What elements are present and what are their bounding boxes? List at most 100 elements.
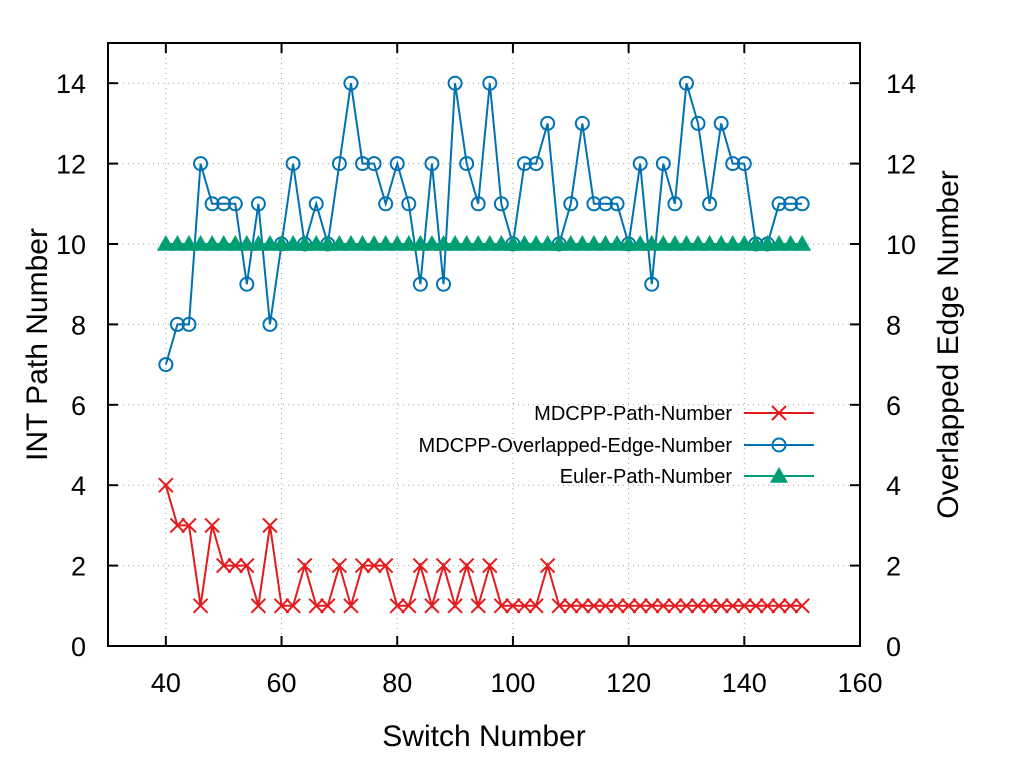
circle-marker [308,196,324,212]
x-marker [759,598,776,614]
circle-marker [771,437,787,453]
circle-marker [389,156,405,172]
x-marker [250,598,267,614]
y-tick-label: 2 [71,552,86,582]
x-marker [192,598,209,614]
triangle-marker [226,235,245,251]
y-tick-label: 8 [71,310,86,340]
x-marker [782,598,799,614]
triangle-marker [770,235,789,251]
legend-item: Euler-Path-Number [560,466,814,488]
circle-marker [713,115,729,131]
triangle-marker [318,235,337,251]
legend-label: Euler-Path-Number [560,466,733,488]
triangle-marker [538,235,557,251]
y-tick-label: 14 [56,69,86,99]
triangle-marker [631,235,650,251]
y2-tick-label: 6 [886,391,901,421]
x-marker [296,557,313,574]
triangle-marker [665,235,684,251]
x-marker [320,598,336,614]
circle-marker [702,196,718,212]
circle-marker [794,196,810,212]
triangle-marker [689,235,708,251]
x-marker [482,557,498,574]
circle-marker [771,196,787,212]
x-marker [285,598,301,614]
x-marker [586,598,602,614]
triangle-marker [642,235,661,251]
circle-marker [459,156,475,172]
triangle-marker [457,235,476,251]
triangle-marker [770,467,788,483]
x-marker [401,598,417,614]
x-marker [273,598,290,614]
x-marker [215,557,232,574]
triangle-marker [746,235,765,251]
circle-marker [227,196,243,212]
series-line [164,82,803,365]
legend-label: MDCPP-Overlapped-Edge-Number [419,435,733,457]
x-marker [447,598,463,614]
x-marker [262,517,278,534]
triangle-marker [376,235,395,251]
triangle-marker [515,235,534,251]
triangle-marker [654,235,673,251]
triangle-marker [341,235,360,251]
circle-marker [644,276,660,292]
triangle-marker [573,235,592,251]
triangle-marker [260,235,279,251]
x-marker [204,517,220,534]
x-marker [771,405,787,421]
y-tick-label: 10 [56,230,86,260]
circle-marker [597,196,613,212]
x-tick-label: 40 [151,668,181,698]
x-marker [563,598,579,614]
triangle-marker [758,235,777,251]
x-marker [505,598,521,614]
x-marker [158,477,174,493]
triangle-marker [793,235,812,251]
circle-marker [193,156,209,172]
series-mdcpp-path-number [158,477,810,614]
legend-item: MDCPP-Overlapped-Edge-Number [419,435,814,457]
x-tick-label: 60 [267,668,297,698]
triangle-marker [179,235,198,251]
x-marker [678,598,695,614]
triangle-marker [284,235,303,251]
triangle-marker [619,235,638,251]
series-mdcpp-overlapped-edge-number [158,75,810,373]
triangle-marker [584,235,603,251]
circle-marker [355,156,371,172]
x-marker [377,557,394,574]
circle-marker [204,196,220,212]
triangle-marker [723,235,742,251]
circle-marker [250,196,266,212]
triangle-marker [735,235,754,251]
triangle-marker [156,235,175,251]
circle-marker [285,156,301,172]
triangle-marker [237,235,256,251]
x-marker [169,517,186,534]
x-marker [458,557,475,574]
circle-marker [436,276,452,292]
circle-marker [655,156,671,172]
triangle-marker [781,235,800,251]
y-tick-label: 12 [56,150,86,180]
x-marker [470,598,486,614]
x-marker [343,598,359,614]
y2-tick-label: 0 [886,632,901,662]
circle-marker [783,196,799,212]
x-tick-label: 120 [606,668,651,698]
x-marker [620,598,637,614]
x-axis-label: Switch Number [382,720,585,753]
x-marker [655,598,672,614]
circle-marker [169,316,185,332]
circle-marker [678,75,694,91]
y2-tick-label: 2 [886,552,901,582]
triangle-marker [561,235,580,251]
x-marker [632,598,648,614]
series-line [164,484,803,610]
circle-marker [343,75,359,91]
series-euler-path-number [156,235,812,251]
